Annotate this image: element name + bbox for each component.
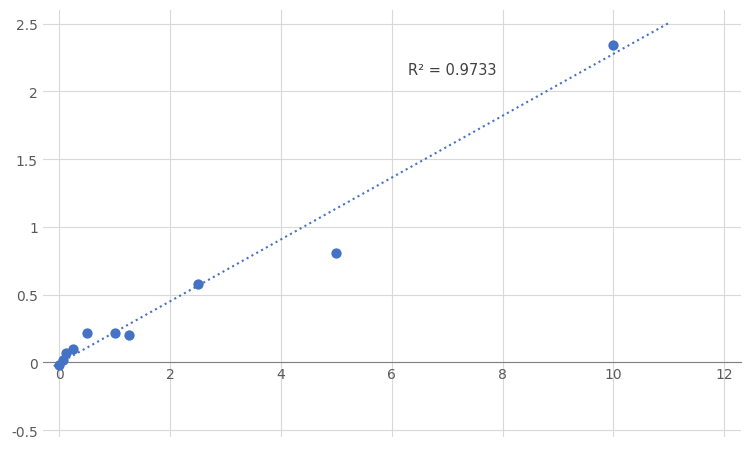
Point <box>57 356 69 364</box>
Point <box>67 345 79 353</box>
Point <box>192 281 204 288</box>
Point <box>109 329 121 336</box>
Point <box>608 43 620 50</box>
Text: R² = 0.9733: R² = 0.9733 <box>408 63 497 78</box>
Point <box>330 249 342 257</box>
Point <box>123 332 135 339</box>
Point <box>60 350 72 357</box>
Point <box>81 329 93 336</box>
Point <box>53 362 65 369</box>
